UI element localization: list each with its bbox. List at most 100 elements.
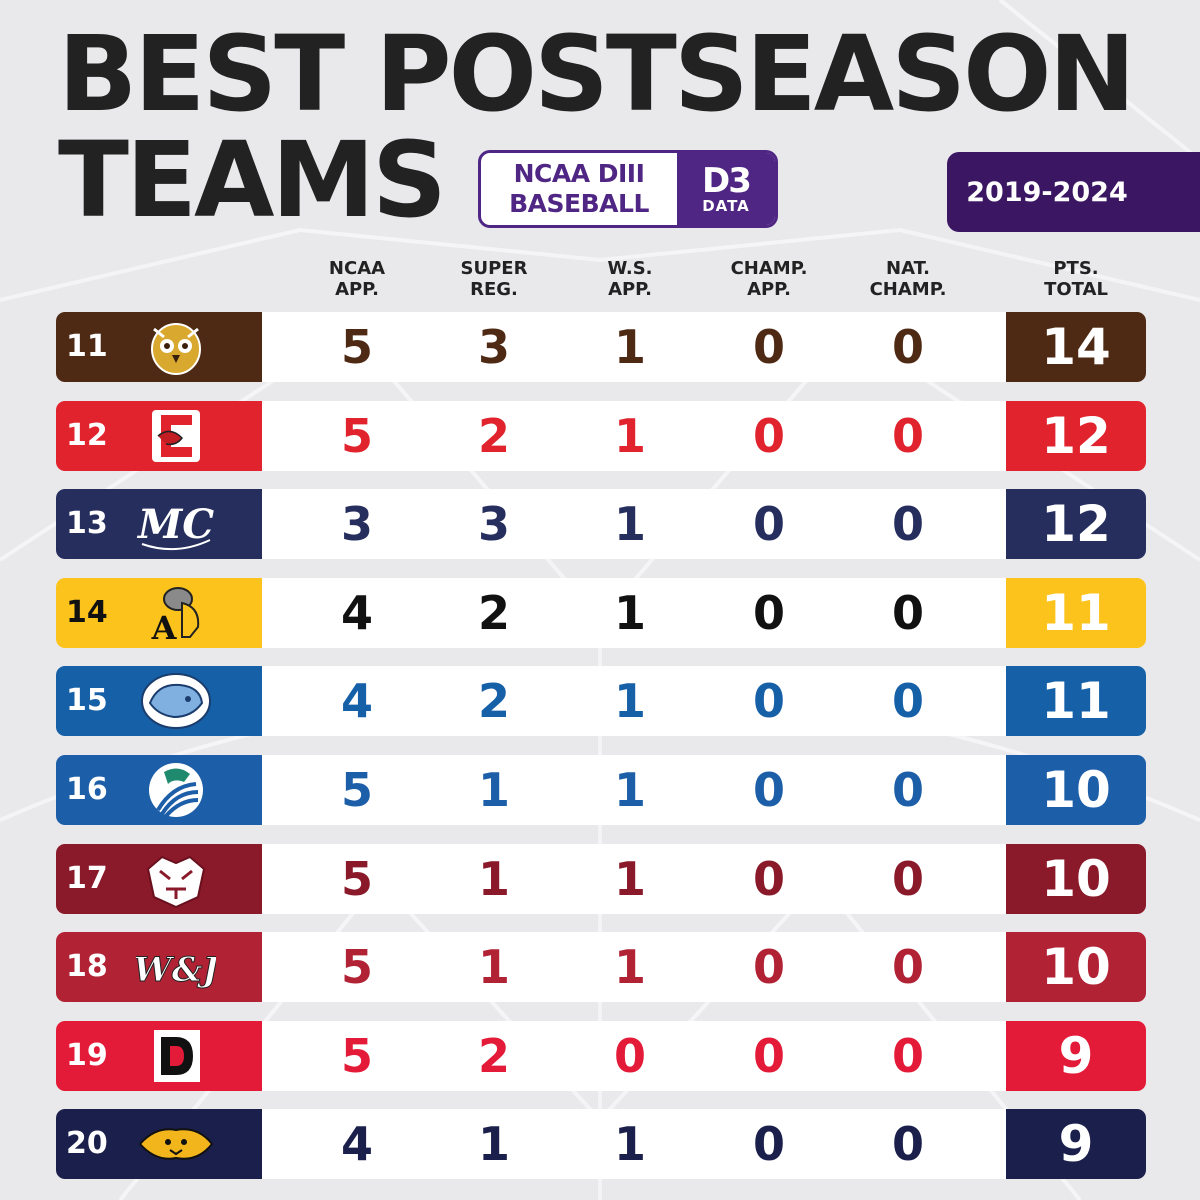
points-total-value: 11 (1006, 578, 1146, 648)
rank-cell: 11 (56, 312, 262, 382)
ws-app-value: 1 (613, 940, 646, 994)
super-reg-value: 3 (477, 497, 510, 551)
table-row: 12 5 2 1 0 0 12 (56, 401, 1146, 471)
column-header-super-reg: SUPER REG. (419, 258, 569, 300)
bulldog-a-logo: A (136, 583, 216, 647)
points-total-value: 11 (1006, 666, 1146, 736)
column-header-line-2: CHAMP. (869, 279, 947, 300)
rank-cell: 15 (56, 666, 262, 736)
ncaa-app-value: 5 (340, 1029, 373, 1083)
super-reg-value: 3 (477, 320, 510, 374)
rank-number: 11 (66, 329, 108, 364)
super-reg-value: 2 (477, 1029, 510, 1083)
nat-champ-value: 0 (891, 320, 924, 374)
rank-number: 20 (66, 1126, 108, 1161)
ncaa-app-value: 5 (340, 940, 373, 994)
rank-cell: 20 (56, 1109, 262, 1179)
page-title-line-1: BEST POSTSEASON (58, 13, 1136, 135)
nat-champ-value: 0 (891, 940, 924, 994)
logo-line-1: NCAA DIII (513, 159, 645, 188)
champ-app-value: 0 (752, 497, 785, 551)
table-row: 16 5 1 1 0 0 10 (56, 755, 1146, 825)
svg-text:W&J: W&J (136, 950, 216, 990)
column-header-line-1: PTS. (1053, 258, 1099, 279)
column-header-line-2: TOTAL (1044, 279, 1108, 300)
nat-champ-value: 0 (891, 1029, 924, 1083)
points-total-value: 12 (1006, 401, 1146, 471)
champ-app-value: 0 (752, 1029, 785, 1083)
ncaa-app-value: 4 (340, 674, 373, 728)
ws-app-value: 1 (613, 409, 646, 463)
rank-number: 17 (66, 861, 108, 896)
column-header-champ-app: CHAMP. APP. (694, 258, 844, 300)
ncaa-app-value: 5 (340, 409, 373, 463)
rank-cell: 16 (56, 755, 262, 825)
column-header-line-1: CHAMP. (730, 258, 808, 279)
champ-app-value: 0 (752, 852, 785, 906)
ncaa-app-value: 5 (340, 852, 373, 906)
d3-data-mark: D3 DATA (677, 153, 775, 225)
nat-champ-value: 0 (891, 409, 924, 463)
owl-logo (136, 317, 216, 377)
wj-logo: W&J (133, 937, 221, 997)
ncaa-app-value: 4 (340, 1117, 373, 1171)
blue-cat-logo (136, 671, 216, 731)
points-total-value: 10 (1006, 932, 1146, 1002)
champ-app-value: 0 (752, 1117, 785, 1171)
wildcat-logo (136, 1114, 216, 1174)
rank-cell: 12 (56, 401, 262, 471)
rank-number: 16 (66, 772, 108, 807)
mc-script-logo: MC (136, 494, 216, 554)
nat-champ-value: 0 (891, 674, 924, 728)
nat-champ-value: 0 (891, 497, 924, 551)
column-header-line-1: NCAA (328, 258, 386, 279)
champ-app-value: 0 (752, 940, 785, 994)
champ-app-value: 0 (752, 674, 785, 728)
champ-app-value: 0 (752, 320, 785, 374)
ws-app-value: 1 (613, 674, 646, 728)
rank-number: 13 (66, 506, 108, 541)
points-total-value: 10 (1006, 755, 1146, 825)
d-block-logo (136, 1026, 216, 1086)
data-mark-text: DATA (702, 197, 750, 215)
column-header-line-1: SUPER (460, 258, 528, 279)
table-row: 20 4 1 1 0 0 9 (56, 1109, 1146, 1179)
year-range-badge: 2019-2024 (947, 152, 1200, 232)
d3-mark-text: D3 (702, 161, 752, 201)
table-row: 13 MC 3 3 1 0 0 12 (56, 489, 1146, 559)
page-title-line-2: TEAMS (58, 119, 447, 241)
ncaa-app-value: 5 (340, 320, 373, 374)
logo-line-2: BASEBALL (509, 189, 649, 218)
rank-cell: 14 A (56, 578, 262, 648)
table-row: 11 5 3 1 0 0 14 (56, 312, 1146, 382)
ws-app-value: 1 (613, 852, 646, 906)
nat-champ-value: 0 (891, 852, 924, 906)
rank-cell: 19 (56, 1021, 262, 1091)
champ-app-value: 0 (752, 409, 785, 463)
points-total-value: 9 (1006, 1109, 1146, 1179)
nat-champ-value: 0 (891, 763, 924, 817)
column-header-nat-champ: NAT. CHAMP. (833, 258, 983, 300)
super-reg-value: 1 (477, 940, 510, 994)
column-header-line-1: NAT. (886, 258, 930, 279)
super-reg-value: 1 (477, 852, 510, 906)
rank-number: 12 (66, 418, 108, 453)
points-total-value: 12 (1006, 489, 1146, 559)
column-header-line-1: W.S. (607, 258, 653, 279)
points-total-value: 10 (1006, 844, 1146, 914)
super-reg-value: 2 (477, 586, 510, 640)
column-header-pts-total: PTS. TOTAL (1001, 258, 1151, 300)
tiger-logo (136, 849, 216, 909)
rank-cell: 18 W&J (56, 932, 262, 1002)
column-header-line-2: APP. (608, 279, 652, 300)
logo-wordmark: NCAA DIII BASEBALL (481, 153, 677, 225)
table-row: 15 4 2 1 0 0 11 (56, 666, 1146, 736)
rank-cell: 17 (56, 844, 262, 914)
rank-cell: 13 MC (56, 489, 262, 559)
super-reg-value: 2 (477, 674, 510, 728)
super-reg-value: 1 (477, 1117, 510, 1171)
table-row: 17 5 1 1 0 0 10 (56, 844, 1146, 914)
rank-number: 15 (66, 683, 108, 718)
ws-app-value: 1 (613, 320, 646, 374)
column-header-line-2: APP. (335, 279, 379, 300)
